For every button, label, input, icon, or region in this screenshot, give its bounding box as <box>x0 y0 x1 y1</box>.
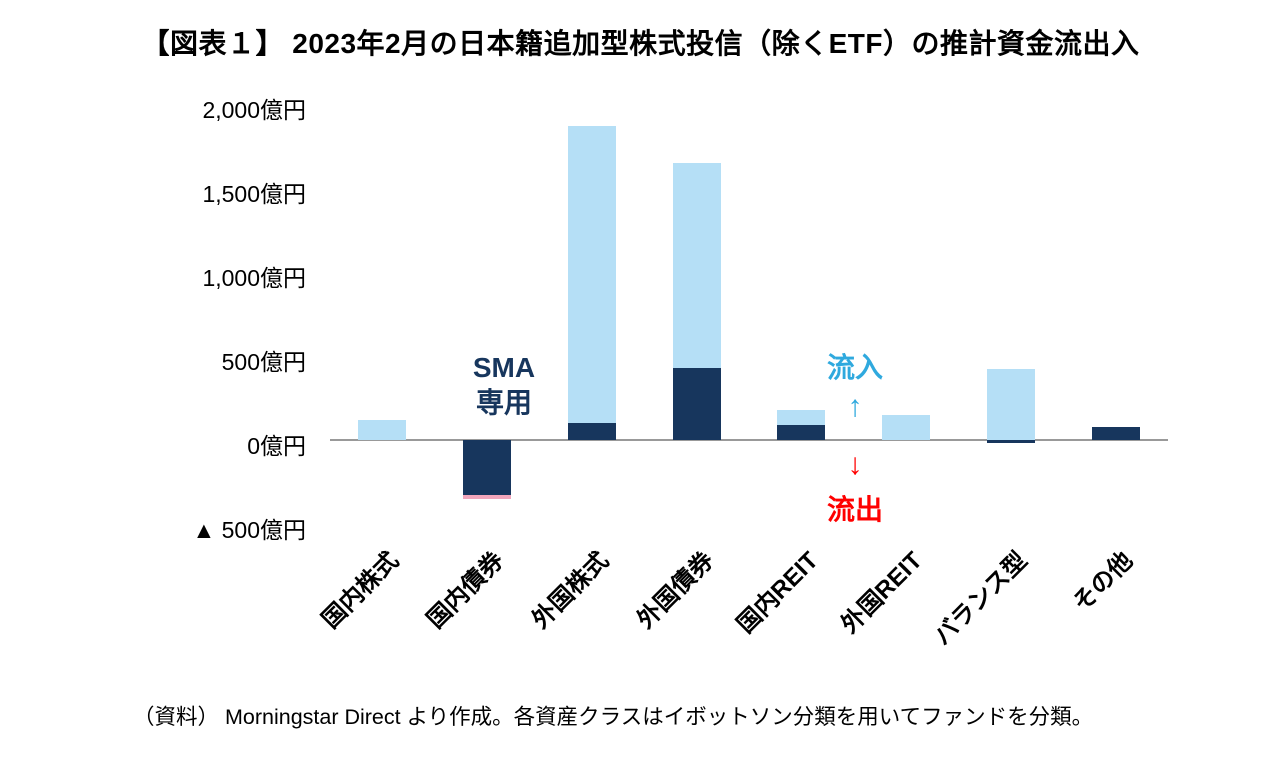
bar-segment-国内債券 <box>463 440 512 496</box>
y-tick-label: 1,500億円 <box>202 181 306 207</box>
bar-segment-バランス型 <box>986 369 1035 440</box>
bar-segment-国内REIT <box>777 409 826 425</box>
category-label: その他 <box>1067 546 1138 617</box>
bar-segment-外国株式 <box>567 125 616 424</box>
category-label: 国内REIT <box>731 546 824 639</box>
inflow-arrow-icon: ↑ <box>847 390 863 423</box>
category-label: 外国REIT <box>836 546 929 639</box>
bar-segment-外国REIT <box>882 414 931 440</box>
category-label: 外国債券 <box>631 546 719 634</box>
chart-title: 【図表１】 2023年2月の日本籍追加型株式投信（除くETF）の推計資金流出入 <box>141 28 1140 59</box>
category-label: 国内株式 <box>317 546 405 634</box>
y-tick-label: 2,000億円 <box>202 97 306 123</box>
inflow-label: 流入 <box>826 352 883 383</box>
y-axis: 2,000億円 1,500億円 1,000億円 500億円 0億円 ▲ 500億円 <box>140 97 318 543</box>
bar-segment-その他 <box>1091 426 1140 440</box>
y-tick-label: 0億円 <box>247 433 306 459</box>
plot-area: SMA 専用 流入 ↑ ↓ 流出 国内株式 国内債券 外国株式 外国債券 国内REIT 外… <box>317 104 1168 651</box>
bar-segment-外国債券 <box>672 162 721 368</box>
category-label: バランス型 <box>929 546 1033 651</box>
bar-segment-国内株式 <box>358 419 407 440</box>
sma-annotation-line1: SMA <box>472 352 536 383</box>
bar-segment-国内REIT <box>777 424 826 440</box>
source-note: （資料） Morningstar Direct より作成。各資産クラスはイボット… <box>133 705 1094 729</box>
bar-segment-外国債券 <box>672 367 721 440</box>
x-axis-line <box>330 439 1168 441</box>
y-tick-label: ▲ 500億円 <box>192 517 306 543</box>
category-label: 外国株式 <box>526 546 614 634</box>
category-label: 国内債券 <box>422 546 510 634</box>
bar-segment-バランス型 <box>986 440 1035 444</box>
y-tick-label: 1,000億円 <box>202 265 306 291</box>
y-tick-label: 500億円 <box>221 349 306 375</box>
bar-segment-国内債券 <box>463 495 512 499</box>
sma-annotation: SMA 専用 <box>448 350 560 420</box>
outflow-label: 流出 <box>826 494 883 525</box>
outflow-arrow-icon: ↓ <box>847 448 863 481</box>
sma-annotation-line2: 専用 <box>475 387 532 418</box>
bar-segment-外国株式 <box>567 423 616 440</box>
